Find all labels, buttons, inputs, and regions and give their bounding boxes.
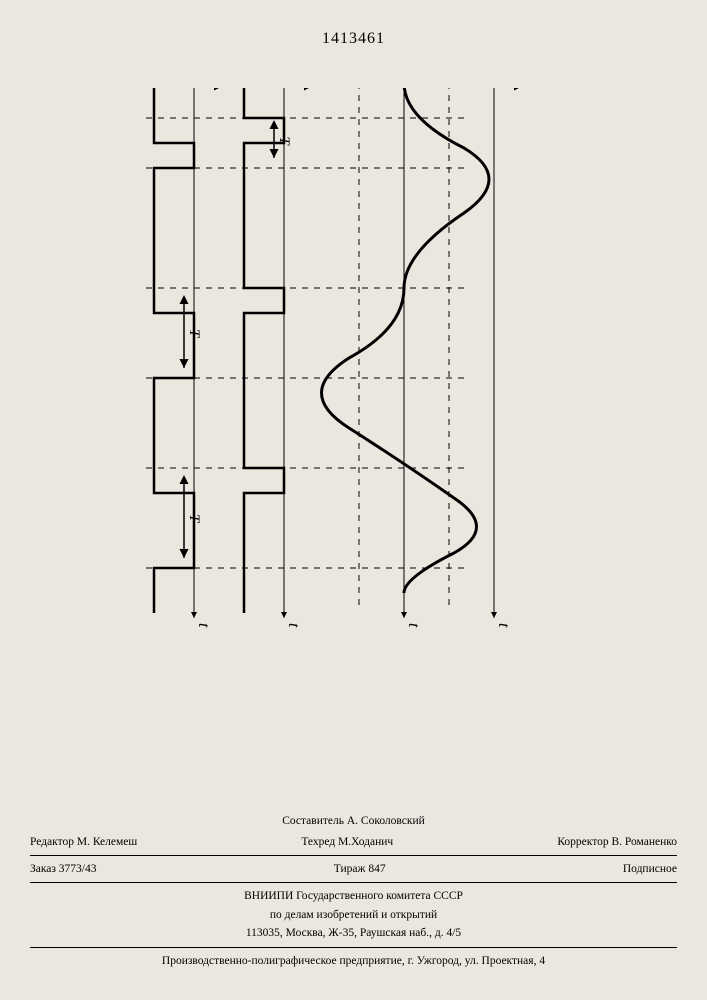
- vniipi-line1: ВНИИПИ Государственного комитета СССР: [30, 887, 677, 905]
- footer: Составитель А. Соколовский Редактор М. К…: [30, 812, 677, 970]
- subscription: Подписное: [623, 860, 677, 878]
- doc-number: 1413461: [30, 30, 677, 48]
- techred-block: Техред М.Ходанич: [301, 833, 393, 851]
- editor-block: Редактор М. Келемеш: [30, 833, 137, 851]
- svg-text:t: t: [495, 623, 512, 628]
- tirage: Тираж 847: [334, 860, 386, 878]
- svg-text:t: t: [195, 623, 212, 628]
- corrector-block: Корректор В. Романенко: [557, 833, 677, 851]
- address: 113035, Москва, Ж-35, Раушская наб., д. …: [30, 924, 677, 947]
- order: Заказ 3773/43: [30, 860, 97, 878]
- production: Производственно-полиграфическое предприя…: [30, 952, 677, 970]
- svg-text:t: t: [285, 623, 302, 628]
- timing-diagram: f(t)fу(t)+Δffуfу-ΔfU¹трU²трU¹⁷выхtttttTT…: [144, 88, 564, 708]
- vniipi-line2: по делам изобретений и открытий: [30, 906, 677, 924]
- svg-text:t: t: [405, 623, 422, 628]
- compiler: Составитель А. Соколовский: [282, 815, 425, 827]
